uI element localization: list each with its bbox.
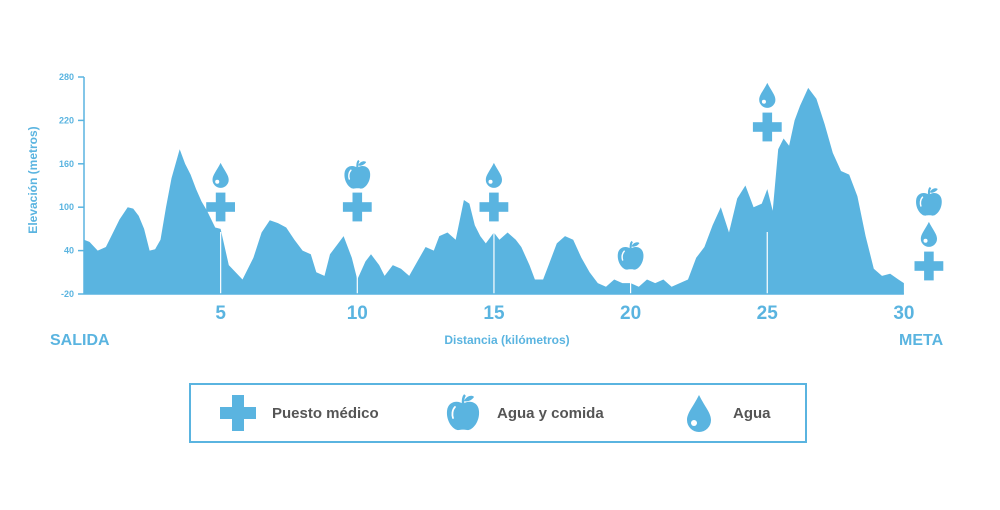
y-tick-label: 40	[64, 246, 74, 256]
apple-icon	[916, 186, 942, 216]
medical-cross-icon	[752, 112, 782, 142]
legend-label-food: Agua y comida	[497, 404, 604, 422]
y-tick-label: 160	[59, 159, 74, 169]
finish-label: META	[899, 332, 944, 349]
water-drop-icon	[759, 82, 776, 108]
x-ticks: 5 10 15 20 25 30	[215, 303, 914, 324]
apple-icon	[617, 240, 644, 270]
legend-item-water: Agua	[679, 385, 771, 441]
start-label: SALIDA	[50, 332, 110, 349]
legend-item-food: Agua y comida	[443, 385, 604, 441]
y-axis-label: Elevación (metros)	[26, 126, 40, 233]
water-drop-icon	[212, 162, 229, 188]
x-tick-label: 20	[620, 303, 641, 324]
y-tick-label: 100	[59, 202, 74, 212]
medical-cross-icon	[914, 251, 944, 281]
medical-cross-icon	[220, 395, 256, 431]
apple-icon	[446, 394, 480, 431]
legend-item-medical: Puesto médico	[218, 385, 379, 441]
water-drop-icon	[687, 395, 711, 432]
aid-station-markers	[206, 82, 944, 281]
medical-cross-icon	[206, 192, 235, 222]
x-tick-label: 5	[215, 303, 226, 324]
x-tick-label: 10	[347, 303, 368, 324]
water-drop-icon	[920, 221, 937, 247]
medical-cross-icon	[342, 192, 372, 222]
medical-cross-icon	[479, 192, 509, 222]
y-tick-label: 220	[59, 115, 74, 125]
y-tick-label: -20	[61, 289, 74, 299]
legend: Puesto médico Agua y comida Agua	[189, 383, 807, 443]
legend-label-medical: Puesto médico	[272, 404, 379, 422]
x-tick-label: 15	[483, 303, 505, 324]
y-tick-label: 280	[59, 72, 74, 82]
x-tick-label: 25	[757, 303, 779, 324]
elevation-chart: -20 40 100 160 220 280 5 10 15 20 25 30 Elevación …	[26, 72, 944, 349]
y-ticks: -20 40 100 160 220 280	[59, 72, 84, 299]
x-tick-label: 30	[893, 303, 914, 324]
apple-icon	[344, 159, 371, 189]
x-axis-label: Distancia (kilómetros)	[444, 333, 569, 347]
water-drop-icon	[485, 162, 502, 188]
elevation-area	[84, 87, 904, 295]
legend-label-water: Agua	[733, 404, 771, 422]
